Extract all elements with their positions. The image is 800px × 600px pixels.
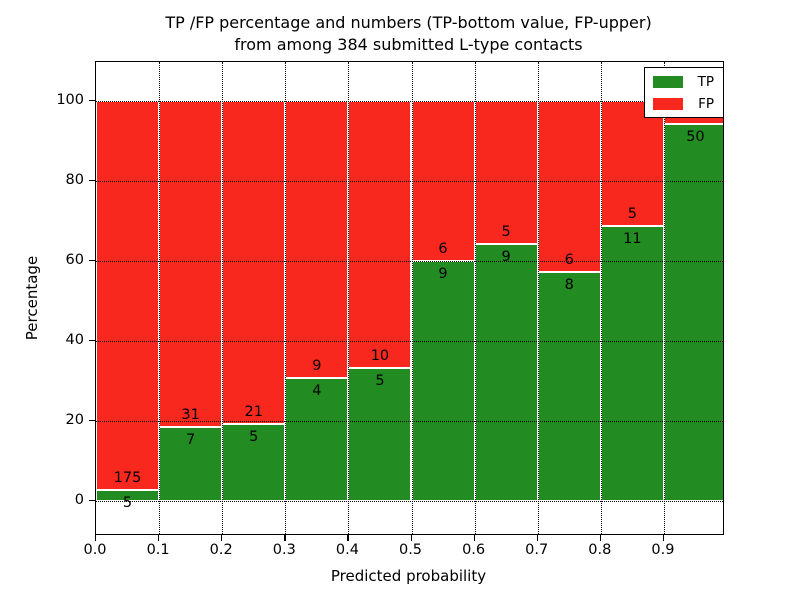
bar-count-label-tp: 9 [501, 248, 511, 265]
x-tick-mark [284, 535, 286, 541]
gridline-horizontal [96, 421, 723, 422]
bar-segment-tp [600, 226, 664, 501]
bar-segment-tp [285, 377, 349, 501]
bar-count-label-fp: 31 [181, 407, 200, 424]
x-tick-label: 0.7 [525, 542, 549, 558]
bars-layer [96, 62, 723, 534]
gridline-horizontal [96, 181, 723, 182]
x-tick-label: 0.9 [651, 542, 675, 558]
legend: TP FP [644, 67, 724, 118]
x-tick-mark [662, 535, 665, 541]
legend-label-tp: TP [697, 73, 714, 90]
legend-label-fp: FP [698, 95, 714, 112]
x-tick-label: 0.2 [209, 542, 233, 558]
chart-title-line1: TP /FP percentage and numbers (TP-bottom… [165, 13, 652, 32]
bar-segment-fp [96, 101, 160, 490]
gridline-vertical [159, 62, 161, 534]
bar-segment-tp [159, 427, 223, 501]
gridline-vertical [537, 62, 539, 534]
y-tick-label: 20 [65, 412, 84, 428]
bar-segment-fp [348, 101, 412, 368]
x-tick-mark [473, 535, 475, 541]
x-tick-label: 0.0 [83, 542, 107, 558]
gridline-vertical [411, 62, 413, 534]
x-tick-mark [158, 535, 160, 541]
y-tick-mark [89, 260, 95, 262]
grid-layer [96, 62, 723, 534]
y-tick-mark [89, 500, 95, 502]
bar-labels-layer: 175531721594105695968511350 [96, 62, 723, 534]
bar-segment-fp [285, 101, 349, 378]
bar-count-label-tp: 7 [186, 432, 196, 449]
bar-count-label-fp: 5 [627, 206, 637, 222]
gridline-vertical [663, 62, 665, 534]
gridline-vertical [600, 62, 602, 534]
chart-title: TP /FP percentage and numbers (TP-bottom… [95, 12, 722, 56]
y-tick-label: 80 [65, 172, 84, 188]
y-axis-label: Percentage [23, 255, 41, 341]
legend-swatch-fp-icon [653, 97, 683, 110]
y-tick-mark [89, 420, 95, 422]
x-tick-mark [410, 535, 412, 541]
gridline-horizontal [96, 341, 723, 342]
gridline-vertical [348, 62, 350, 534]
bar-count-label-fp: 175 [113, 469, 142, 486]
y-tick-label: 100 [56, 92, 84, 108]
x-tick-mark [221, 535, 223, 541]
x-axis-label: Predicted probability [330, 567, 487, 585]
bar-count-label-tp: 9 [438, 266, 448, 282]
y-tick-mark [89, 100, 95, 102]
legend-entry-fp: FP [653, 95, 714, 112]
gridline-vertical [474, 62, 476, 534]
bar-count-label-fp: 5 [501, 223, 511, 240]
bar-count-label-tp: 5 [249, 429, 259, 446]
y-tick-mark [89, 180, 95, 182]
bar-count-label-tp: 5 [375, 372, 385, 389]
bar-segment-tp [348, 367, 412, 501]
x-tick-label: 0.4 [335, 542, 359, 558]
x-tick-mark [347, 535, 349, 541]
x-tick-label: 0.5 [398, 542, 423, 558]
plot-area: 175531721594105695968511350 TP FP [95, 61, 724, 535]
bar-segment-fp [537, 101, 601, 273]
legend-swatch-tp-icon [653, 75, 683, 88]
gridline-horizontal [96, 501, 723, 502]
legend-entry-tp: TP [653, 73, 714, 90]
x-tick-mark [599, 535, 602, 541]
bar-count-label-fp: 9 [312, 357, 322, 374]
bar-count-label-tp: 4 [312, 382, 322, 399]
bar-count-label-fp: 10 [370, 347, 390, 364]
x-tick-label: 0.8 [588, 542, 612, 558]
gridline-vertical [222, 62, 224, 534]
bar-segment-tp [663, 123, 723, 501]
chart-title-line2: from among 384 submitted L-type contacts [234, 35, 583, 54]
bar-segment-tp [411, 261, 475, 501]
gridline-vertical [285, 62, 287, 534]
bar-count-label-fp: 21 [244, 404, 263, 421]
x-tick-mark [536, 535, 538, 541]
y-tick-label: 0 [74, 492, 84, 508]
bar-segment-fp [600, 101, 664, 226]
y-tick-label: 60 [65, 252, 84, 268]
bar-count-label-tp: 11 [623, 231, 642, 247]
bar-segment-tp [537, 272, 601, 501]
bar-segment-tp [474, 243, 538, 501]
bar-count-label-fp: 6 [564, 252, 574, 269]
y-tick-label: 40 [65, 332, 84, 348]
x-tick-mark [95, 535, 97, 541]
gridline-horizontal [96, 261, 723, 262]
bar-segment-tp [96, 489, 160, 501]
x-tick-label: 0.6 [462, 542, 486, 558]
gridline-horizontal [96, 101, 723, 102]
y-tick-mark [89, 340, 95, 342]
bar-count-label-tp: 5 [122, 494, 133, 511]
bar-segment-fp [222, 101, 286, 425]
bar-count-label-tp: 8 [564, 277, 574, 294]
bar-count-label-fp: 6 [438, 241, 448, 257]
x-tick-label: 0.3 [272, 542, 296, 558]
x-tick-label: 0.1 [146, 542, 170, 558]
bar-count-label-tp: 50 [686, 128, 705, 145]
